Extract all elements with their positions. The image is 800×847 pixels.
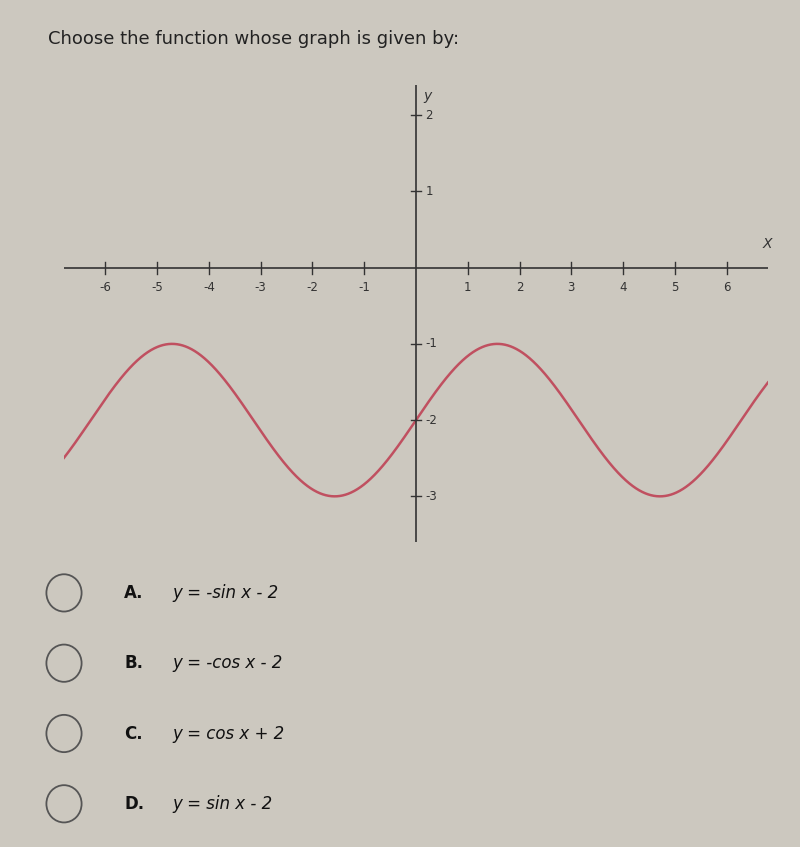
Text: 2: 2 — [516, 281, 523, 295]
Text: X: X — [763, 237, 772, 251]
Text: 1: 1 — [426, 185, 433, 198]
Text: 4: 4 — [619, 281, 627, 295]
Text: -5: -5 — [151, 281, 163, 295]
Text: D.: D. — [124, 794, 144, 813]
Text: Choose the function whose graph is given by:: Choose the function whose graph is given… — [48, 30, 459, 47]
Text: 1: 1 — [464, 281, 471, 295]
Text: y = -sin x - 2: y = -sin x - 2 — [172, 584, 278, 602]
Text: 3: 3 — [568, 281, 575, 295]
Text: A.: A. — [124, 584, 143, 602]
Text: y = cos x + 2: y = cos x + 2 — [172, 724, 284, 743]
Text: -1: -1 — [358, 281, 370, 295]
Text: 5: 5 — [671, 281, 678, 295]
Text: -3: -3 — [426, 490, 437, 503]
Text: -6: -6 — [99, 281, 111, 295]
Text: -3: -3 — [255, 281, 266, 295]
Text: y = -cos x - 2: y = -cos x - 2 — [172, 654, 282, 673]
Text: B.: B. — [124, 654, 143, 673]
Text: C.: C. — [124, 724, 142, 743]
Text: -2: -2 — [306, 281, 318, 295]
Text: y = sin x - 2: y = sin x - 2 — [172, 794, 272, 813]
Text: -1: -1 — [426, 337, 437, 351]
Text: y: y — [424, 89, 432, 102]
Text: -4: -4 — [203, 281, 215, 295]
Text: 6: 6 — [723, 281, 730, 295]
Text: -2: -2 — [426, 413, 437, 427]
Text: 2: 2 — [426, 108, 433, 122]
